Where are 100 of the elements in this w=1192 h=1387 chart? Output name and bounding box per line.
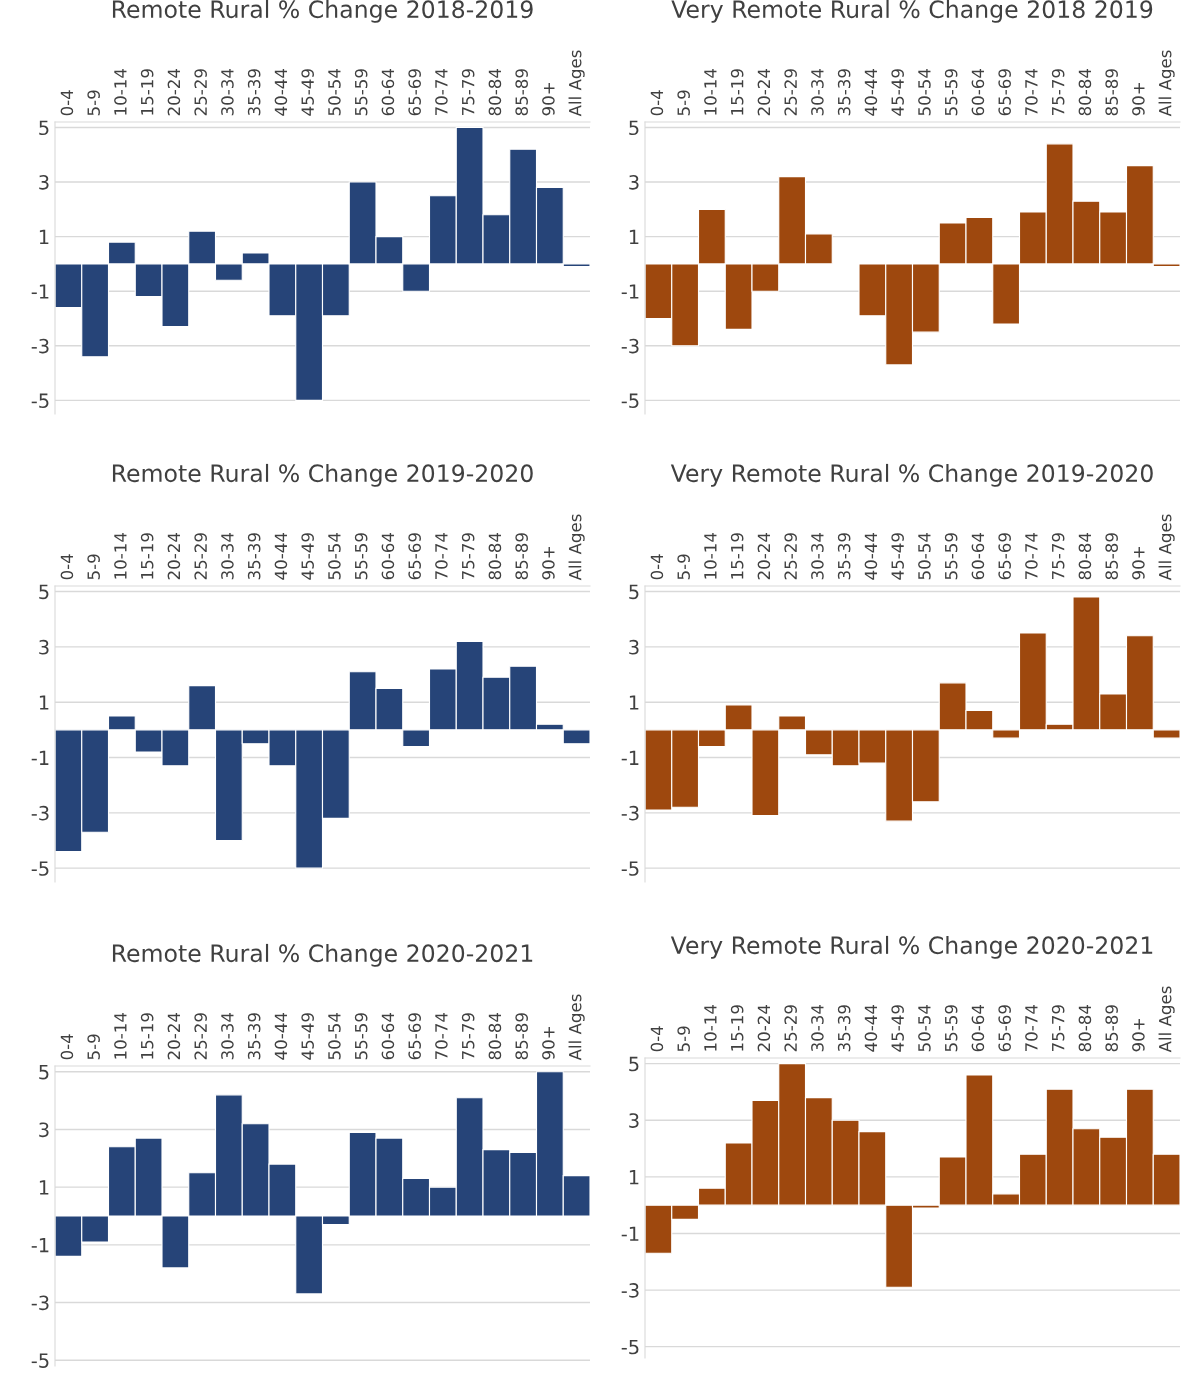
x-tick-label: 5-9 xyxy=(677,1026,690,1052)
x-tick-label: 15-19 xyxy=(730,533,744,579)
y-tick-label: 5 xyxy=(629,1056,639,1072)
y-tick-label: -5 xyxy=(31,1353,49,1368)
y-tick-label: 3 xyxy=(629,639,639,655)
x-tick-label: 0-4 xyxy=(60,90,74,116)
x-tick-label: 25-29 xyxy=(194,1013,207,1060)
x-tick-label: 20-24 xyxy=(167,68,181,116)
y-tick-label: -3 xyxy=(31,805,49,821)
x-tick-label: 90+ xyxy=(1132,83,1145,116)
x-tick-label: 60-64 xyxy=(971,532,985,580)
y-tick-label: 5 xyxy=(39,1064,49,1080)
x-tick-label: 50-54 xyxy=(328,68,341,116)
x-tick-label: 50-54 xyxy=(918,1004,931,1052)
x-tick-label: 45-49 xyxy=(301,1013,314,1060)
x-tick-label: 85-89 xyxy=(515,69,528,116)
y-tick-label: 5 xyxy=(39,584,49,600)
y-tick-label: 3 xyxy=(39,174,49,190)
x-tick-label: 5-9 xyxy=(677,554,690,580)
x-tick-label: 75-79 xyxy=(461,533,475,580)
y-tick-label: 3 xyxy=(629,1113,639,1128)
y-tick-label: -3 xyxy=(621,338,639,354)
x-tick-label: 30-34 xyxy=(221,1012,234,1060)
x-tick-label: All Ages xyxy=(1158,986,1175,1053)
chart-title: Very Remote Rural % Change 2019-2020 xyxy=(670,463,1153,487)
x-tick-label: 10-14 xyxy=(114,1012,127,1059)
x-tick-label: 35-39 xyxy=(247,1013,261,1060)
x-tick-label: 85-89 xyxy=(515,533,528,580)
y-tick-label: -1 xyxy=(621,284,639,299)
x-tick-label: 0-4 xyxy=(650,90,664,116)
x-tick-label: All Ages xyxy=(568,514,585,581)
y-tick-label: -1 xyxy=(31,750,49,765)
x-tick-label: 70-74 xyxy=(435,532,448,580)
x-tick-label: 30-34 xyxy=(221,68,234,116)
y-tick-label: 1 xyxy=(39,229,49,244)
x-tick-label: 60-64 xyxy=(971,68,985,116)
x-tick-label: 50-54 xyxy=(328,532,341,580)
y-tick-label: -1 xyxy=(621,1226,639,1241)
y-tick-label: 5 xyxy=(39,120,49,136)
x-tick-label: 65-69 xyxy=(408,1013,421,1060)
x-tick-label: 75-79 xyxy=(1051,1005,1065,1052)
x-tick-label: 10-14 xyxy=(114,68,127,115)
y-tick-label: -1 xyxy=(621,750,639,765)
x-tick-label: 5-9 xyxy=(87,554,100,580)
x-tick-label: 45-49 xyxy=(891,533,904,580)
x-tick-label: 30-34 xyxy=(221,532,234,580)
x-tick-label: 75-79 xyxy=(461,69,475,116)
x-tick-label: 0-4 xyxy=(650,1026,664,1052)
x-tick-label: 45-49 xyxy=(891,69,904,116)
y-tick-label: -5 xyxy=(621,861,639,876)
x-tick-label: 55-59 xyxy=(944,1005,958,1052)
x-tick-label: 35-39 xyxy=(837,1005,851,1052)
y-tick-label: -1 xyxy=(31,284,49,299)
x-tick-label: 5-9 xyxy=(87,1034,100,1060)
x-tick-label: 80-84 xyxy=(488,68,502,116)
x-tick-label: 5-9 xyxy=(677,90,690,116)
x-tick-label: 45-49 xyxy=(301,533,314,580)
y-tick-label: 1 xyxy=(39,1180,49,1195)
x-tick-label: 15-19 xyxy=(730,1005,744,1051)
x-tick-label: 90+ xyxy=(542,547,555,580)
x-tick-label: 30-34 xyxy=(811,1004,824,1052)
x-tick-label: 10-14 xyxy=(704,1004,717,1051)
x-tick-label: 90+ xyxy=(1132,1019,1145,1052)
y-tick-label: -1 xyxy=(31,1238,49,1253)
x-tick-label: 40-44 xyxy=(864,68,878,116)
y-tick-label: 3 xyxy=(629,174,639,190)
x-tick-label: 35-39 xyxy=(837,533,851,580)
x-tick-label: 40-44 xyxy=(274,1012,288,1060)
x-tick-label: 25-29 xyxy=(784,1005,797,1052)
x-tick-label: 60-64 xyxy=(381,68,395,116)
x-tick-label: 60-64 xyxy=(381,1012,395,1060)
x-tick-label: 25-29 xyxy=(194,533,207,580)
x-tick-label: 85-89 xyxy=(1105,533,1118,580)
x-tick-label: 15-19 xyxy=(140,69,154,115)
x-tick-label: 65-69 xyxy=(998,69,1011,116)
x-tick-label: 35-39 xyxy=(247,533,261,580)
x-tick-label: 75-79 xyxy=(1051,533,1065,580)
x-tick-label: 70-74 xyxy=(435,68,448,116)
x-tick-label: 75-79 xyxy=(1051,69,1065,116)
x-tick-label: 50-54 xyxy=(328,1012,341,1060)
x-tick-label: 55-59 xyxy=(354,1013,368,1060)
x-tick-label: 20-24 xyxy=(167,1012,181,1060)
x-tick-label: 90+ xyxy=(1132,547,1145,580)
x-tick-label: 80-84 xyxy=(1078,68,1092,116)
y-tick-label: -3 xyxy=(621,805,639,821)
y-tick-label: 1 xyxy=(629,695,639,710)
x-tick-label: 30-34 xyxy=(811,68,824,116)
y-tick-label: -3 xyxy=(621,1283,639,1298)
x-tick-label: 20-24 xyxy=(167,532,181,580)
x-tick-label: 85-89 xyxy=(515,1013,528,1060)
x-tick-label: All Ages xyxy=(1158,514,1175,581)
x-tick-label: 70-74 xyxy=(1025,68,1038,116)
x-tick-label: 25-29 xyxy=(194,69,207,116)
y-tick-label: 1 xyxy=(629,1170,639,1185)
x-tick-label: 65-69 xyxy=(998,533,1011,580)
x-tick-label: 60-64 xyxy=(381,532,395,580)
x-tick-label: 70-74 xyxy=(1025,1004,1038,1052)
y-tick-label: -5 xyxy=(621,393,639,409)
x-tick-label: 0-4 xyxy=(60,1034,74,1060)
y-tick-label: 1 xyxy=(629,229,639,244)
